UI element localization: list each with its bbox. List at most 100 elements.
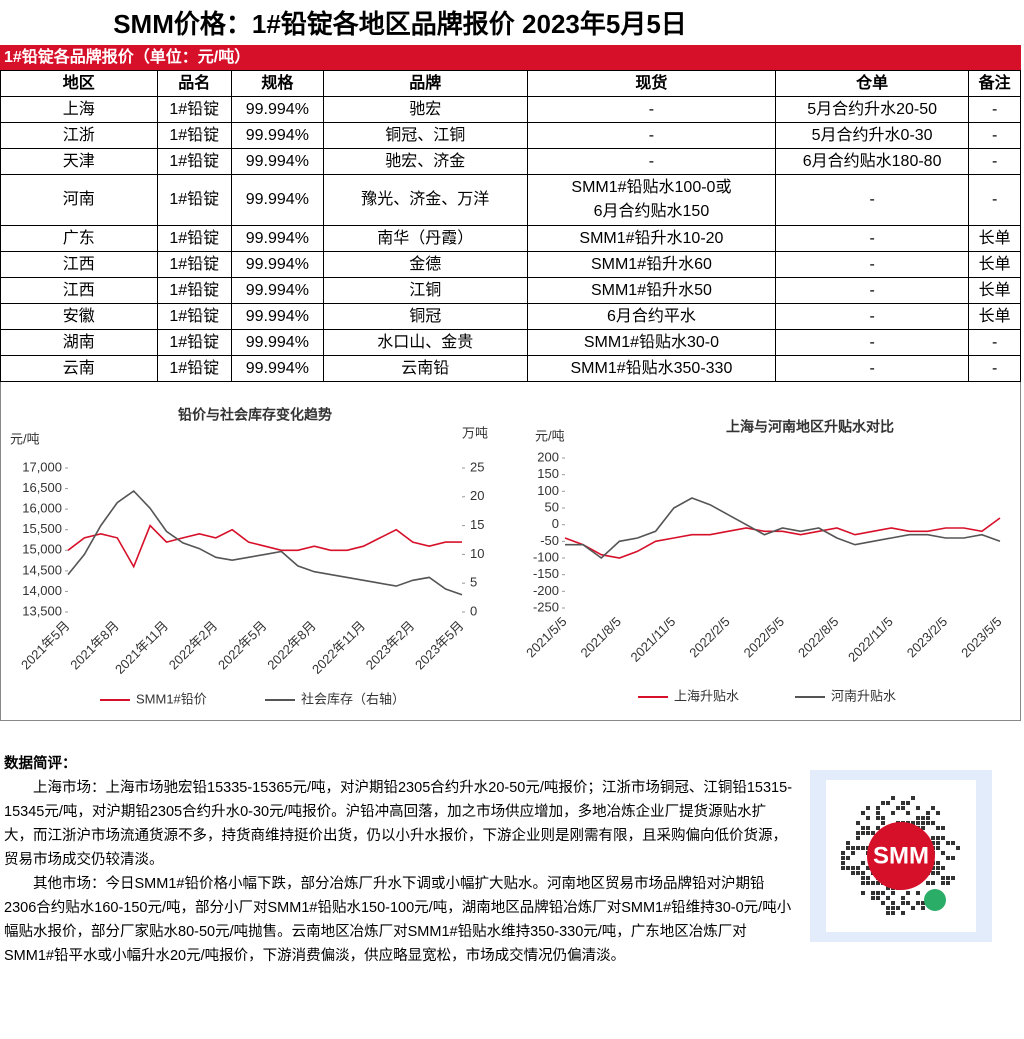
qr-dot — [906, 891, 910, 895]
y-axis-label: 元/吨 — [535, 428, 565, 443]
qr-dot — [881, 821, 885, 825]
table-row: 河南 1#铅锭 99.994% 豫光、济金、万洋 SMM1#铅贴水100-0或 6月合约… — [0, 174, 1021, 226]
qr-dot — [866, 816, 870, 820]
table-cell: - — [968, 122, 1021, 149]
qr-dot — [901, 901, 905, 905]
table-cell: - — [774, 225, 970, 252]
qr-dot — [936, 866, 940, 870]
qr-dot — [936, 846, 940, 850]
table-cell: - — [526, 122, 776, 149]
qr-dot — [856, 831, 860, 835]
series-line — [564, 517, 1001, 559]
table-cell: - — [968, 329, 1021, 356]
y-tick-label: -200 — [533, 583, 559, 598]
y-tick-label: 17,000 — [22, 459, 62, 474]
y-tick-label: -100 — [533, 549, 559, 564]
table-cell: SMM1#铅升水10-20 — [526, 225, 776, 252]
table-cell: SMM1#铅升水60 — [526, 251, 776, 278]
table-cell: 铜冠、江铜 — [322, 122, 528, 149]
qr-dot — [841, 856, 845, 860]
qr-dot — [911, 906, 915, 910]
qr-dot — [921, 826, 925, 830]
table-cell: - — [968, 96, 1021, 123]
qr-dot — [941, 866, 945, 870]
series-line — [67, 524, 462, 569]
x-tick-label: 2022/8/5 — [795, 614, 841, 660]
y-tick-label: -150 — [533, 566, 559, 581]
qr-dot — [921, 816, 925, 820]
qr-dot — [866, 806, 870, 810]
qr-dot — [841, 861, 845, 865]
commentary-heading: 数据简评： — [4, 756, 77, 772]
legend-label: SMM1#铅价 — [136, 691, 207, 706]
x-tick-label: 2021/11/5 — [627, 614, 678, 665]
table-cell: SMM1#铅贴水350-330 — [526, 355, 776, 382]
chart-frame — [0, 382, 1021, 721]
qr-dot — [866, 826, 870, 830]
table-cell: - — [774, 329, 970, 356]
qr-dot — [926, 821, 930, 825]
table-cell: 广东 — [0, 225, 158, 252]
qr-dot — [901, 896, 905, 900]
y-tick-label: 13,500 — [22, 603, 62, 618]
qr-badge — [924, 889, 946, 911]
qr-dot — [926, 811, 930, 815]
qr-dot — [891, 911, 895, 915]
qr-logo: SMM — [873, 842, 929, 869]
table-cell: 湖南 — [0, 329, 158, 356]
qr-dot — [946, 856, 950, 860]
qr-dot — [936, 841, 940, 845]
qr-dot — [881, 801, 885, 805]
chart-title: 铅价与社会库存变化趋势 — [177, 407, 332, 423]
table-cell: 安徽 — [0, 303, 158, 330]
qr-dot — [896, 806, 900, 810]
table-cell: 1#铅锭 — [156, 355, 232, 382]
qr-dot — [891, 891, 895, 895]
qr-dot — [891, 901, 895, 905]
qr-dot — [891, 811, 895, 815]
qr-dot — [846, 856, 850, 860]
y-tick-label: 14,500 — [22, 562, 62, 577]
table-cell: - — [968, 355, 1021, 382]
qr-dot — [936, 861, 940, 865]
qr-dot — [911, 821, 915, 825]
y-tick-label: 16,500 — [22, 480, 62, 495]
qr-dot — [876, 806, 880, 810]
qr-dot — [891, 906, 895, 910]
qr-dot — [846, 841, 850, 845]
qr-dot — [921, 906, 925, 910]
qr-dot — [931, 871, 935, 875]
x-tick-label: 2021年11月 — [112, 618, 171, 677]
legend-label: 河南升贴水 — [831, 688, 896, 703]
qr-dot — [931, 866, 935, 870]
qr-dot — [871, 896, 875, 900]
y-tick-label: 100 — [537, 483, 559, 498]
table-cell: 1#铅锭 — [156, 148, 232, 175]
commentary-paragraph: 上海市场：上海市场驰宏铅15335-15365元/吨，对沪期铅2305合约升水2… — [4, 780, 793, 868]
qr-dot — [846, 866, 850, 870]
qr-dot — [861, 811, 865, 815]
y-axis-label: 元/吨 — [10, 431, 40, 446]
table-cell: 水口山、金贵 — [322, 329, 528, 356]
y2-tick-label: 25 — [470, 459, 484, 474]
table-cell: 6月合约平水 — [526, 303, 776, 330]
qr-dot — [866, 866, 870, 870]
table-cell: 6月合约贴水180-80 — [774, 148, 970, 175]
y-tick-label: 15,000 — [22, 542, 62, 557]
y2-tick-label: 10 — [470, 546, 484, 561]
qr-dot — [941, 836, 945, 840]
qr-dot — [936, 811, 940, 815]
qr-dot — [851, 866, 855, 870]
table-cell: 99.994% — [230, 329, 324, 356]
qr-dot — [881, 816, 885, 820]
page-title: SMM价格：1#铅锭各地区品牌报价 2023年5月5日 — [113, 9, 687, 39]
series-line — [67, 489, 463, 596]
x-tick-label: 2023年2月 — [363, 618, 418, 673]
table-cell: SMM1#铅升水50 — [526, 277, 776, 304]
qr-dot — [956, 846, 960, 850]
y-tick-label: -50 — [540, 533, 559, 548]
qr-dot — [881, 901, 885, 905]
qr-dot — [946, 841, 950, 845]
qr-dot — [916, 821, 920, 825]
qr-dot — [881, 891, 885, 895]
